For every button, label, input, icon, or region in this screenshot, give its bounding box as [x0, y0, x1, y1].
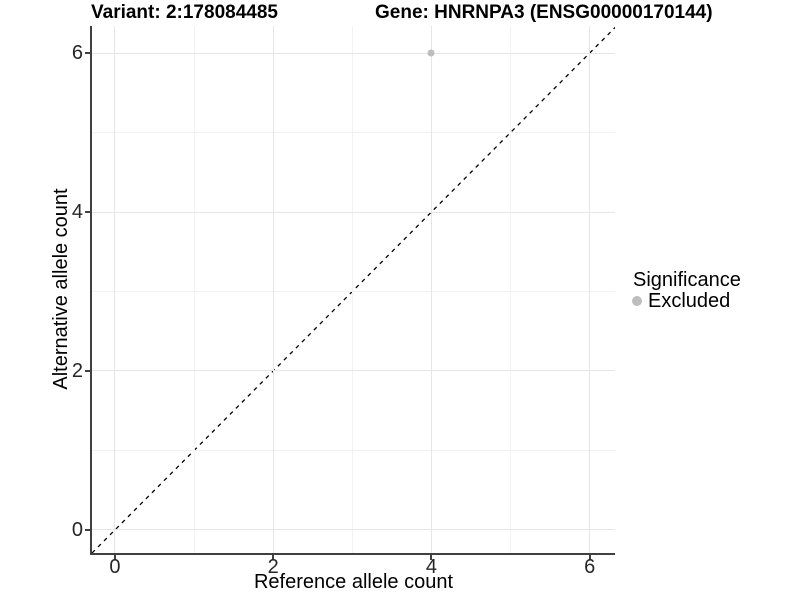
x-axis-tick — [588, 555, 591, 560]
gridline-minor-horizontal — [92, 449, 615, 451]
legend: Significance Excluded — [630, 269, 741, 312]
y-axis-line — [90, 26, 92, 555]
gridline-major-horizontal — [92, 370, 615, 372]
x-axis-tick-label: 2 — [267, 556, 279, 578]
gridline-minor-vertical — [193, 26, 195, 553]
gridline-minor-vertical — [351, 26, 353, 553]
gridline-minor-horizontal — [92, 290, 615, 292]
x-axis-title: Reference allele count — [253, 571, 453, 593]
y-axis-tick-label: 4 — [71, 201, 83, 223]
gridline-major-horizontal — [92, 211, 615, 213]
gridline-major-horizontal — [92, 529, 615, 531]
gridline-major-vertical — [430, 26, 432, 553]
identity-reference-line — [92, 26, 615, 553]
gridline-major-horizontal — [92, 52, 615, 54]
legend-key-dot-icon — [632, 296, 642, 306]
y-axis-tick — [85, 369, 90, 372]
gridline-major-vertical — [272, 26, 274, 553]
x-axis-tick-label: 6 — [584, 556, 596, 578]
legend-items: Excluded — [630, 289, 741, 312]
legend-item-label: Excluded — [648, 289, 731, 312]
gridline-minor-vertical — [510, 26, 512, 553]
y-axis-tick — [85, 211, 90, 213]
dashed-diagonal-line — [92, 26, 615, 553]
gridline-major-vertical — [114, 26, 116, 553]
x-axis-tick — [113, 555, 116, 560]
y-axis-tick — [85, 52, 90, 55]
gridline-minor-horizontal — [92, 132, 615, 133]
gene-title: Gene: HNRNPA3 (ENSG00000170144) — [375, 2, 713, 23]
legend-title: Significance — [633, 269, 741, 291]
y-axis-tick — [85, 528, 90, 531]
y-axis-tick-label: 0 — [71, 518, 83, 541]
data-point — [427, 49, 435, 57]
y-axis-tick-label: 6 — [71, 42, 83, 65]
x-axis-tick — [272, 555, 275, 560]
x-axis-line — [90, 553, 615, 555]
y-axis-tick-label: 2 — [71, 359, 83, 382]
legend-item: Excluded — [630, 289, 741, 312]
gridline-major-vertical — [589, 26, 591, 553]
variant-title: Variant: 2:178084485 — [91, 2, 278, 23]
plot-panel — [92, 26, 615, 553]
x-axis-tick — [430, 555, 433, 560]
x-axis-tick-label: 4 — [425, 556, 437, 578]
x-axis-tick-label: 0 — [109, 556, 121, 578]
